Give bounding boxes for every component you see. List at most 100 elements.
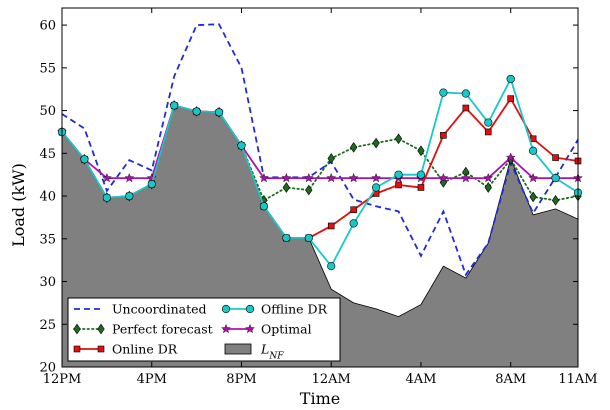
point-perfect-forecast: [372, 137, 380, 149]
point-perfect-forecast: [282, 182, 291, 193]
point-offline-dr: [214, 108, 224, 117]
legend-swatch-marker: [97, 323, 105, 335]
point-optimal: [326, 172, 337, 183]
point-offline-dr: [529, 146, 538, 155]
point-online-dr: [507, 95, 514, 102]
point-optimal: [124, 172, 135, 183]
point-online-dr: [462, 104, 470, 112]
point-online-dr: [395, 181, 402, 189]
point-offline-dr: [282, 233, 291, 243]
legend-swatch: [224, 343, 252, 355]
x-tick-label: 8PM: [226, 372, 256, 387]
point-offline-dr: [259, 202, 269, 211]
point-optimal: [258, 172, 269, 183]
x-tick-label: 12PM: [43, 372, 82, 387]
point-optimal: [460, 172, 471, 183]
legend-item-uncoordinated: Uncoordinated: [74, 302, 207, 317]
point-online-dr: [417, 184, 425, 191]
y-tick-label: 30: [39, 275, 56, 290]
point-online-dr: [484, 128, 492, 136]
point-optimal: [438, 172, 449, 183]
point-online-dr: [350, 206, 357, 214]
x-tick-label: 4PM: [137, 372, 167, 387]
point-offline-dr: [304, 233, 313, 243]
point-perfect-forecast: [394, 133, 403, 145]
legend-swatch-marker: [73, 345, 81, 353]
x-tick-label: 11AM: [558, 372, 597, 387]
point-offline-dr: [237, 141, 246, 150]
x-tick-label: 12AM: [312, 372, 351, 387]
legend-label: Perfect forecast: [112, 322, 213, 337]
point-online-dr: [327, 222, 335, 230]
x-tick-label: 8AM: [495, 372, 526, 387]
point-perfect-forecast: [551, 194, 560, 206]
point-offline-dr: [439, 88, 448, 97]
y-tick-label: 20: [39, 361, 56, 376]
plot-frame: [61, 7, 579, 368]
legend-item-perfect-forecast: Perfect forecast: [73, 322, 213, 337]
x-tick-label: 4AM: [405, 372, 436, 387]
point-optimal: [483, 172, 494, 183]
legend-label: LNF: [260, 342, 284, 362]
legend-swatch-marker: [97, 345, 105, 353]
legend-label: Offline DR: [261, 302, 328, 317]
point-perfect-forecast: [529, 191, 537, 203]
series-line-uncoordinated: [61, 23, 579, 277]
y-tick-label: 25: [39, 318, 56, 333]
legend-swatch-marker: [221, 323, 231, 334]
y-axis-label: Load (kW): [9, 163, 28, 247]
series-line-perfect-forecast: [61, 104, 579, 202]
point-perfect-forecast: [417, 145, 425, 157]
point-optimal: [528, 172, 539, 183]
y-tick-label: 50: [39, 104, 56, 119]
point-online-dr: [529, 135, 537, 143]
point-offline-dr: [80, 155, 89, 164]
point-optimal: [371, 172, 382, 183]
y-tick-label: 55: [39, 61, 56, 76]
point-offline-dr: [506, 74, 515, 84]
legend-swatch-marker: [245, 323, 255, 334]
point-offline-dr: [147, 179, 156, 189]
point-offline-dr: [102, 193, 111, 202]
point-optimal: [303, 172, 314, 183]
y-tick-label: 40: [39, 190, 56, 205]
point-offline-dr: [416, 170, 426, 179]
point-offline-dr: [461, 89, 470, 98]
point-online-dr: [552, 154, 559, 161]
legend-swatch-marker: [221, 304, 231, 314]
y-tick-label: 60: [39, 19, 56, 34]
x-axis-label: Time: [300, 389, 340, 408]
point-offline-dr: [327, 262, 336, 271]
series-uncoordinated: [61, 23, 579, 277]
point-perfect-forecast: [327, 153, 335, 164]
legend-item-online-dr: Online DR: [73, 342, 178, 357]
legend-item-l-nf: LNF: [224, 342, 284, 362]
point-offline-dr: [192, 107, 201, 116]
point-offline-dr: [484, 118, 493, 127]
point-perfect-forecast: [484, 182, 492, 193]
series-optimal: [57, 100, 583, 183]
point-perfect-forecast: [305, 184, 313, 196]
series-line-optimal: [61, 104, 578, 180]
point-optimal: [101, 172, 112, 183]
point-offline-dr: [394, 170, 403, 179]
x-axis-ticks: 12PM 4PM 8PM 12AM 4AM 8AM 11AM: [43, 8, 598, 387]
point-offline-dr: [170, 101, 179, 110]
point-offline-dr: [371, 183, 381, 192]
legend: Uncoordinated Offline DR Perfect forecast O…: [67, 297, 341, 362]
series-line-offline-dr: [61, 76, 579, 268]
legend-item-optimal: Optimal: [221, 322, 312, 337]
legend-box: [67, 297, 341, 362]
point-offline-dr: [551, 173, 560, 183]
point-offline-dr: [125, 191, 134, 201]
legend-label: Uncoordinated: [112, 302, 207, 317]
point-offline-dr: [349, 219, 358, 228]
point-optimal: [348, 172, 359, 183]
legend-swatch-marker: [73, 323, 81, 335]
point-optimal: [505, 152, 516, 162]
legend-label: Online DR: [112, 342, 178, 357]
legend-item-offline-dr: Offline DR: [221, 302, 328, 317]
legend-swatch-marker: [245, 304, 255, 314]
y-axis-ticks: 20 25 30 35 40 45 50 55 60: [39, 19, 578, 376]
